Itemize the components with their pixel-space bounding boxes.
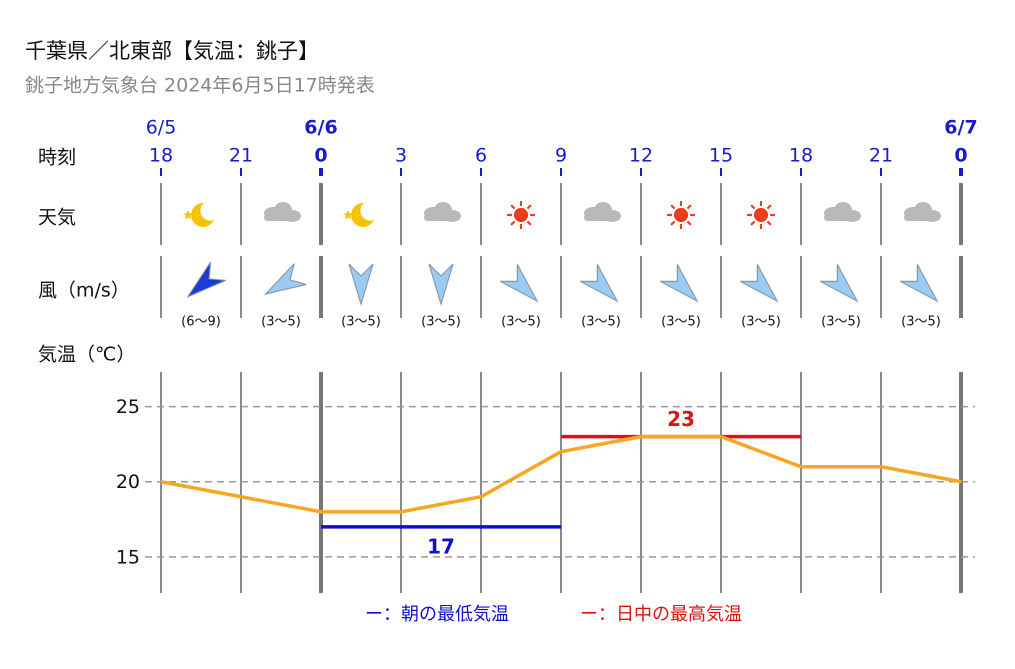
row-label: 時刻 <box>38 147 76 169</box>
wind-label: (3〜5) <box>501 315 541 330</box>
wind-label: (6〜9) <box>181 315 221 330</box>
wind-arrow <box>179 261 227 307</box>
date-label: 6/7 <box>944 117 977 139</box>
date-label: 6/6 <box>304 117 337 139</box>
y-tick-label: 20 <box>116 471 140 493</box>
weather-icon <box>505 199 537 231</box>
row-label: 気温（℃） <box>38 344 135 366</box>
weather-icon <box>343 202 374 227</box>
wind-label: (3〜5) <box>581 315 621 330</box>
x-tick-label: 12 <box>629 145 653 167</box>
wind-arrow <box>899 263 947 311</box>
x-tick-label: 21 <box>229 145 253 167</box>
x-tick-label: 0 <box>954 145 967 167</box>
x-tick-label: 6 <box>475 145 487 167</box>
wind-label: (3〜5) <box>261 315 301 330</box>
max_temp-label: 23 <box>667 407 695 431</box>
wind-label: (3〜5) <box>901 315 941 330</box>
weather-icon <box>745 199 777 231</box>
legend-entry: ー：日中の最高気温 <box>580 604 742 625</box>
x-tick-label: 18 <box>789 145 813 167</box>
weather-icon <box>264 202 301 222</box>
wind-arrow <box>659 263 707 311</box>
weather-icon <box>665 199 697 231</box>
wind-arrow <box>739 263 787 311</box>
wind-label: (3〜5) <box>661 315 701 330</box>
weather-icon <box>424 202 461 222</box>
wind-label: (3〜5) <box>341 315 381 330</box>
row-label: 風（m/s） <box>38 280 130 302</box>
temperature-line <box>160 434 962 514</box>
x-tick-label: 3 <box>395 145 407 167</box>
title: 千葉県／北東部【気温：銚子】 <box>25 39 319 63</box>
wind-label: (3〜5) <box>421 315 461 330</box>
weather-icon <box>824 202 861 222</box>
weather-icon <box>584 202 621 222</box>
row-label: 天気 <box>38 207 76 229</box>
date-label: 6/5 <box>146 117 177 139</box>
wind-label: (3〜5) <box>821 315 861 330</box>
subtitle: 銚子地方気象台 2024年6月5日17時発表 <box>25 75 375 97</box>
wind-arrow <box>348 263 374 305</box>
wind-arrow <box>428 263 454 305</box>
y-tick-label: 15 <box>116 546 140 568</box>
legend-entry: ー：朝の最低気温 <box>365 604 509 625</box>
x-tick-label: 9 <box>555 145 567 167</box>
x-tick-label: 21 <box>869 145 893 167</box>
x-tick-label: 18 <box>149 145 173 167</box>
wind-arrow <box>819 263 867 311</box>
weather-icon <box>904 202 941 222</box>
wind-arrows <box>179 261 947 311</box>
wind-arrow <box>579 263 627 311</box>
min_temp-label: 17 <box>427 534 455 558</box>
weather-icon <box>183 202 214 227</box>
wind-arrow <box>259 263 307 305</box>
x-tick-label: 0 <box>314 145 327 167</box>
x-tick-label: 15 <box>709 145 733 167</box>
wind-label: (3〜5) <box>741 315 781 330</box>
wind-arrow <box>499 263 547 311</box>
y-tick-label: 25 <box>116 396 140 418</box>
